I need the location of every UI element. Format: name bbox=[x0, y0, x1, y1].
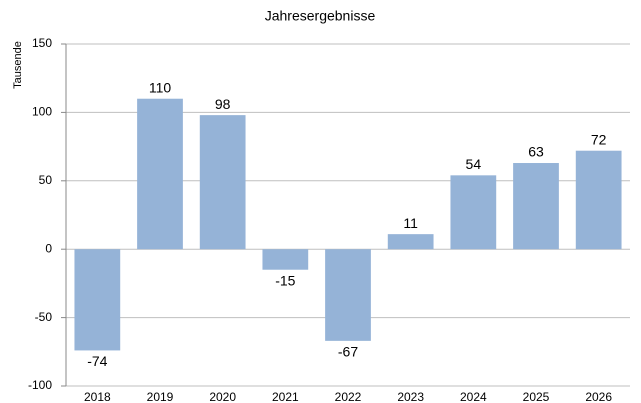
y-tick-label: 100 bbox=[32, 105, 52, 119]
bar bbox=[325, 249, 371, 341]
value-label: 98 bbox=[215, 96, 231, 112]
bar bbox=[575, 150, 622, 250]
x-tick-label: 2024 bbox=[460, 390, 487, 403]
value-label: -67 bbox=[338, 344, 358, 360]
value-label: 11 bbox=[403, 215, 418, 231]
value-label: 54 bbox=[466, 156, 482, 172]
value-label: -74 bbox=[87, 353, 107, 369]
bar bbox=[262, 249, 309, 270]
y-axis-label: Tausende bbox=[12, 41, 24, 89]
value-label: 63 bbox=[528, 144, 544, 160]
bar bbox=[513, 163, 559, 250]
y-tick-label: -50 bbox=[35, 310, 53, 324]
chart-title: Jahresergebnisse bbox=[265, 8, 376, 24]
x-tick-label: 2026 bbox=[585, 390, 612, 403]
bar bbox=[387, 234, 434, 250]
x-tick-label: 2018 bbox=[84, 390, 111, 403]
y-tick-label: 50 bbox=[39, 173, 53, 187]
x-tick-label: 2023 bbox=[397, 390, 424, 403]
x-tick-label: 2019 bbox=[147, 390, 174, 403]
y-tick-label: 150 bbox=[32, 36, 52, 50]
bar bbox=[74, 249, 121, 351]
x-tick-label: 2025 bbox=[523, 390, 550, 403]
x-tick-label: 2022 bbox=[335, 390, 362, 403]
y-tick-label: -100 bbox=[28, 378, 52, 392]
value-label: 110 bbox=[149, 79, 172, 95]
y-tick-label: 0 bbox=[45, 241, 52, 255]
bar bbox=[450, 175, 497, 250]
value-label: 72 bbox=[591, 131, 607, 147]
x-tick-label: 2020 bbox=[209, 390, 236, 403]
value-label: -15 bbox=[275, 272, 295, 288]
bar bbox=[137, 98, 183, 250]
bar bbox=[199, 115, 246, 250]
x-tick-label: 2021 bbox=[272, 390, 299, 403]
